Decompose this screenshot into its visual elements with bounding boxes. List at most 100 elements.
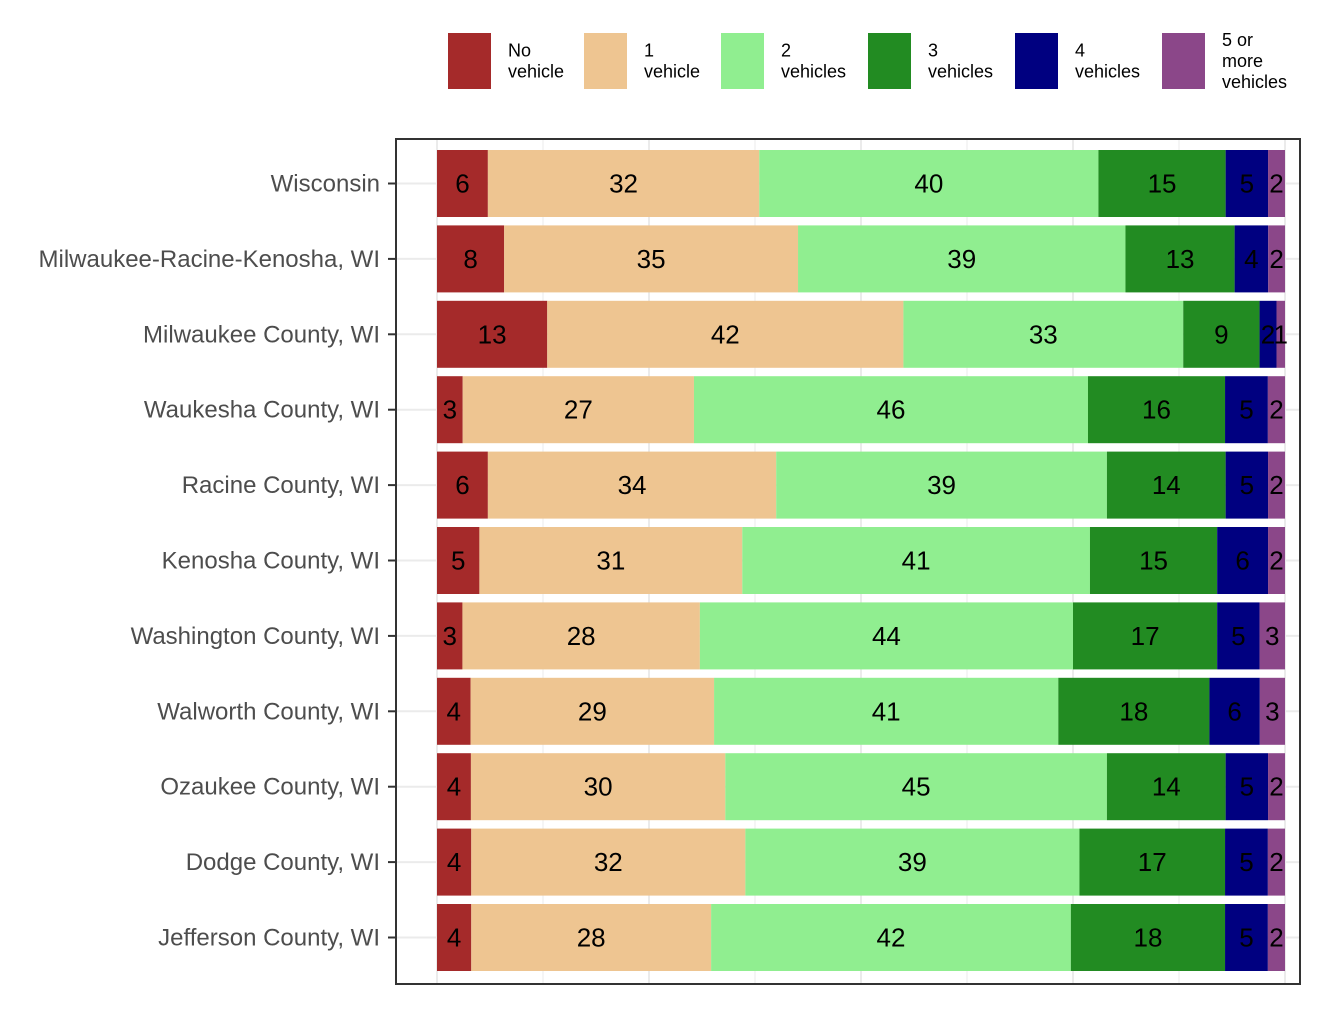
bar-value-label: 3 <box>1265 621 1279 651</box>
legend-label: 4 <box>1075 41 1085 61</box>
bar-segment <box>903 300 1184 368</box>
bar-segment <box>1225 904 1268 971</box>
bar-segment <box>1125 225 1235 293</box>
bar-segment <box>462 376 694 444</box>
legend-label: No <box>508 41 531 61</box>
bar-value-label: 32 <box>594 847 623 877</box>
bar-segment <box>776 451 1107 519</box>
bar-segment <box>745 828 1080 896</box>
bar-value-label: 5 <box>1240 470 1254 500</box>
bar-value-label: 2 <box>1269 772 1283 802</box>
bar-value-label: 5 <box>1239 923 1253 953</box>
bar-value-label: 2 <box>1269 923 1283 953</box>
bar-segment <box>437 602 463 670</box>
y-tick-label: Kenosha County, WI <box>162 548 380 575</box>
bar-segment <box>470 753 726 821</box>
bar-segment <box>1259 602 1285 670</box>
bar-segment <box>1234 225 1269 293</box>
bar-value-label: 44 <box>872 621 901 651</box>
legend-label: vehicles <box>928 62 993 82</box>
bar-value-label: 5 <box>1239 395 1253 425</box>
bar-segment <box>504 225 799 293</box>
bar-value-label: 42 <box>711 319 740 349</box>
bar-segment <box>1209 677 1260 745</box>
y-tick-label: Wisconsin <box>271 171 380 198</box>
bar-value-label: 32 <box>609 169 638 199</box>
legend-key <box>721 33 764 89</box>
bar-segment <box>1259 677 1285 745</box>
y-tick-label: Milwaukee County, WI <box>143 321 380 348</box>
bar-value-label: 40 <box>914 169 943 199</box>
bar-segment <box>479 527 743 594</box>
bars <box>437 150 1285 971</box>
legend-label: vehicles <box>781 62 846 82</box>
bar-segment <box>437 753 471 821</box>
bar-value-label: 18 <box>1119 696 1148 726</box>
bar-segment <box>1070 904 1226 971</box>
legend-key <box>448 33 491 89</box>
legend-label: more <box>1222 51 1263 71</box>
bar-segment <box>437 451 488 519</box>
y-tick-label: Ozaukee County, WI <box>160 774 380 801</box>
bar-segment <box>471 904 712 971</box>
bar-segment <box>1225 451 1269 519</box>
y-tick-label: Waukesha County, WI <box>144 397 380 424</box>
bar-segment <box>437 225 505 293</box>
y-tick-label: Racine County, WI <box>182 472 380 499</box>
bar-value-label: 6 <box>455 169 469 199</box>
bar-value-label: 14 <box>1152 772 1181 802</box>
bar-value-label: 33 <box>1029 319 1058 349</box>
bar-segment <box>1268 225 1285 293</box>
bar-segment <box>1079 828 1226 896</box>
bar-segment <box>714 677 1059 745</box>
bar-value-label: 28 <box>577 923 606 953</box>
bar-segment <box>437 828 472 896</box>
bar-value-label: 30 <box>584 772 613 802</box>
bar-value-label: 3 <box>442 621 456 651</box>
bar-segment <box>1058 677 1210 745</box>
y-axis: Wisconsin Milwaukee-Racine-Kenosha, WI Mil… <box>39 171 396 952</box>
bar-value-label: 9 <box>1214 319 1228 349</box>
bar-value-label: 5 <box>451 546 465 576</box>
bar-segment <box>1106 753 1226 821</box>
y-tick-label: Milwaukee-Racine-Kenosha, WI <box>39 246 380 273</box>
y-tick-label: Walworth County, WI <box>157 698 380 725</box>
bar-value-label: 31 <box>596 546 625 576</box>
bar-segment <box>437 300 548 368</box>
bar-value-label: 6 <box>455 470 469 500</box>
bar-segment <box>1267 904 1285 971</box>
bar-segment <box>1267 376 1285 444</box>
bar-value-label: 2 <box>1269 546 1283 576</box>
bar-value-label: 34 <box>618 470 647 500</box>
bar-value-label: 41 <box>872 696 901 726</box>
bar-segment <box>437 527 480 594</box>
segment-labels: 6 32 40 15 5 28 35 39 13 4 213 42 33 9 213 27 46 16 5 26 34 3… <box>442 169 1288 953</box>
legend: Novehicle1vehicle2vehicles3vehicles4vehi… <box>448 30 1287 92</box>
bar-value-label: 4 <box>447 696 461 726</box>
bar-segment <box>1106 451 1226 519</box>
bar-value-label: 14 <box>1152 470 1181 500</box>
bar-value-label: 46 <box>877 395 906 425</box>
bar-segment <box>711 904 1071 971</box>
bar-value-label: 4 <box>447 847 461 877</box>
bar-segment <box>487 451 777 519</box>
bar-value-label: 18 <box>1133 923 1162 953</box>
bar-value-label: 13 <box>1166 244 1195 274</box>
bar-segment <box>759 150 1099 217</box>
bar-value-label: 15 <box>1148 169 1177 199</box>
bar-segment <box>1098 150 1226 217</box>
bar-segment <box>547 300 904 368</box>
legend-key <box>584 33 627 89</box>
bar-value-label: 45 <box>902 772 931 802</box>
bar-segment <box>1217 602 1260 670</box>
bar-segment <box>1268 527 1285 594</box>
bar-value-label: 16 <box>1142 395 1171 425</box>
bar-value-label: 2 <box>1269 395 1283 425</box>
bar-segment <box>1225 376 1268 444</box>
legend-label: vehicles <box>1075 62 1140 82</box>
